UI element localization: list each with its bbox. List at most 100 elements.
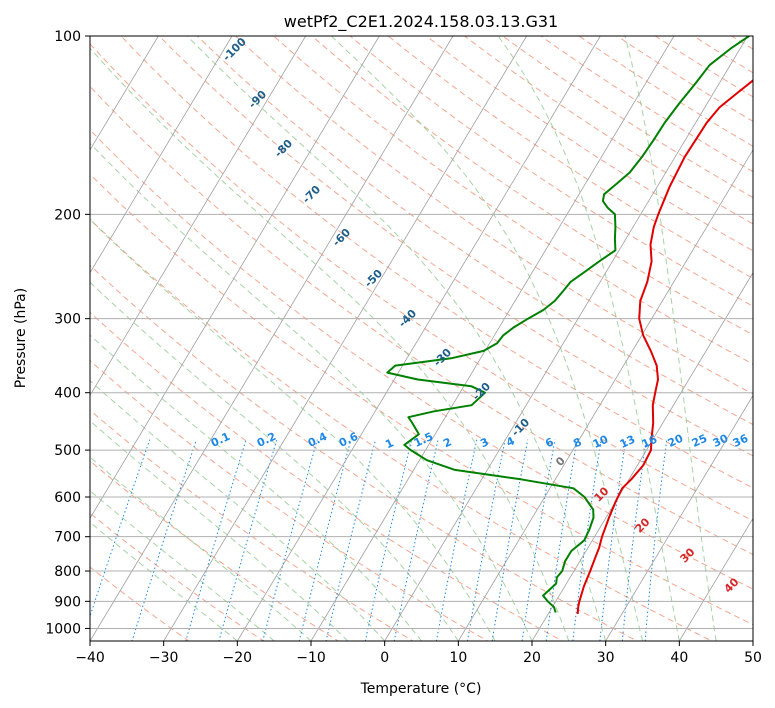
- y-tick-label: 100: [54, 29, 81, 45]
- mixing-ratio-label: 36: [731, 432, 751, 450]
- dry-adiabat-label: -90: [246, 88, 269, 111]
- moist-adiabat: [90, 490, 275, 641]
- isotherm: [90, 36, 307, 397]
- dry-adiabat: [196, 36, 753, 426]
- mixing-ratio-label: 13: [618, 433, 637, 451]
- mixing-ratio-label: 8: [571, 435, 583, 450]
- y-tick-label: 300: [54, 312, 81, 328]
- isotherm: [90, 36, 380, 519]
- moist-adiabat: [497, 36, 680, 641]
- y-tick-label: 500: [54, 443, 81, 459]
- isotherm: [90, 36, 454, 641]
- x-tick-label: −10: [296, 650, 326, 666]
- dry-adiabat-label: -60: [330, 226, 353, 249]
- dry-adiabat: [120, 36, 753, 489]
- dry-adiabat: [730, 36, 753, 50]
- x-tick-label: 20: [523, 650, 541, 666]
- x-tick-label: 50: [744, 650, 762, 666]
- x-tick-label: 40: [670, 650, 688, 666]
- x-axis: −40 −30 −20 −10 0 10 20 30 40 50: [75, 641, 762, 666]
- mixing-ratio-label: 0.1: [209, 430, 232, 450]
- chart-title: wetPf2_C2E1.2024.158.03.13.G31: [284, 12, 558, 32]
- line-labels: -100-90-80-70-60-50-40-30-20-10010203040…: [209, 36, 751, 596]
- mixing-ratio-label: 0.2: [255, 430, 278, 450]
- dry-adiabat: [90, 173, 753, 626]
- moist-adiabat: [90, 218, 496, 641]
- dry-adiabat-label: -20: [470, 380, 493, 403]
- y-tick-label: 400: [54, 386, 81, 402]
- moist-adiabats: [90, 36, 717, 641]
- moist-adiabat: [624, 36, 717, 641]
- mixing-ratio-label: 1.5: [412, 430, 435, 450]
- y-tick-label: 800: [54, 564, 81, 580]
- x-tick-label: −20: [223, 650, 253, 666]
- x-tick-label: 0: [380, 650, 389, 666]
- dry-adiabat: [349, 36, 753, 307]
- isotherm: [457, 149, 753, 641]
- dry-adiabat: [234, 36, 753, 395]
- dry-adiabat: [425, 36, 753, 252]
- mixing-ratio-label: 1: [383, 436, 395, 451]
- dry-adiabat: [90, 359, 489, 641]
- dry-adiabat: [272, 36, 753, 365]
- isotherm: [531, 271, 753, 641]
- y-tick-label: 900: [54, 594, 81, 610]
- mixing-ratio-label: 0.4: [306, 430, 329, 450]
- isotherm: [678, 517, 753, 641]
- dry-adiabat-label: -40: [396, 307, 419, 330]
- moist-adiabat: [90, 142, 533, 641]
- mixing-ratio-line: [218, 439, 278, 641]
- y-axis: 100 200 300 400 500 600 700 800 900 1000: [45, 29, 90, 637]
- dry-adiabat: [90, 85, 753, 556]
- isotherm: [163, 36, 528, 641]
- isotherm: [605, 394, 753, 641]
- moist-adiabat: [90, 456, 312, 641]
- dry-adiabat: [90, 460, 340, 641]
- moist-adiabat: [330, 36, 643, 641]
- x-tick-label: 30: [597, 650, 615, 666]
- isotherm: [236, 36, 601, 641]
- mixing-ratio-label: 20: [666, 432, 686, 450]
- dry-adiabat: [90, 129, 753, 590]
- x-tick-label: −40: [75, 650, 105, 666]
- plot-frame: [89, 35, 754, 642]
- dry-adiabats: [90, 36, 753, 641]
- mixing-ratio-label: 30: [711, 432, 731, 450]
- moist-adiabat: [90, 47, 570, 641]
- mixing-ratio-label: 2: [441, 435, 453, 450]
- y-tick-label: 1000: [45, 621, 81, 637]
- moist-adiabat: [90, 334, 422, 641]
- moist-adiabat: [186, 36, 607, 641]
- dry-adiabat: [501, 36, 753, 199]
- dry-adiabat: [311, 36, 753, 336]
- temperature-line: [576, 79, 753, 614]
- dry-adiabat: [90, 311, 564, 641]
- isotherms: [90, 36, 753, 641]
- dry-adiabat-label: -10: [509, 416, 532, 439]
- mixing-ratio-line: [572, 439, 602, 641]
- isotherm: [384, 36, 749, 641]
- dry-adiabat: [90, 218, 713, 641]
- mixing-ratio-label: 10: [591, 433, 611, 451]
- x-tick-label: −30: [149, 650, 179, 666]
- dry-adiabat: [90, 512, 265, 641]
- mixing-ratio-line: [262, 439, 318, 641]
- dry-adiabat: [387, 36, 753, 279]
- mixing-ratio-line: [298, 439, 352, 641]
- mixing-ratio-line: [90, 439, 151, 618]
- dry-adiabat-label: -80: [272, 137, 295, 160]
- isotherm: [752, 640, 753, 641]
- isobars: [90, 36, 753, 629]
- isotherm: [90, 36, 159, 151]
- moist-adiabat-label: 30: [678, 545, 698, 565]
- mixing-ratio-line: [644, 439, 668, 641]
- mixing-ratio-label: 25: [690, 432, 709, 450]
- mixing-ratio-line: [131, 439, 197, 641]
- y-tick-label: 200: [54, 207, 81, 223]
- moist-adiabat: [90, 420, 349, 641]
- y-tick-label: 600: [54, 490, 81, 506]
- moist-adiabat-label: 40: [722, 575, 742, 595]
- y-axis-label: Pressure (hPa): [13, 288, 29, 388]
- x-axis-label: Temperature (°C): [360, 681, 482, 697]
